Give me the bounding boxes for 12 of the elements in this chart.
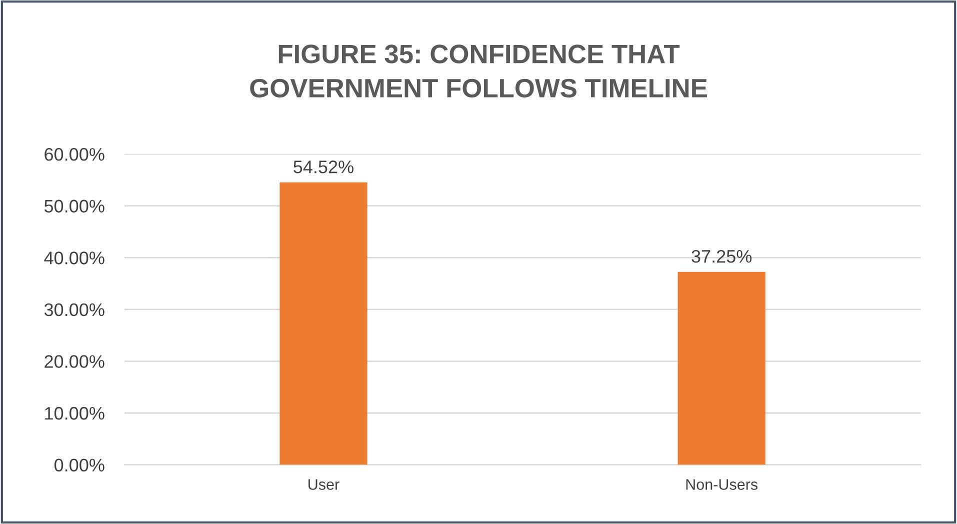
x-tick-label: User: [308, 479, 340, 490]
y-tick-label: 60.00%: [44, 148, 104, 161]
x-tick-label: Non-Users: [686, 479, 758, 490]
y-tick-label: 20.00%: [44, 355, 104, 368]
y-tick-label: 50.00%: [44, 200, 104, 213]
y-tick-label: 40.00%: [44, 252, 104, 264]
y-tick-label: 0.00%: [54, 458, 104, 472]
data-label: 37.25%: [692, 250, 752, 263]
y-tick-label: 30.00%: [44, 303, 104, 316]
y-tick-label: 10.00%: [45, 406, 104, 420]
data-label: 54.52%: [294, 160, 354, 174]
chart-title: FIGURE 35: CONFIDENCE THAT GOVERNMENT FOLLOWS TIMELINE: [250, 44, 707, 98]
